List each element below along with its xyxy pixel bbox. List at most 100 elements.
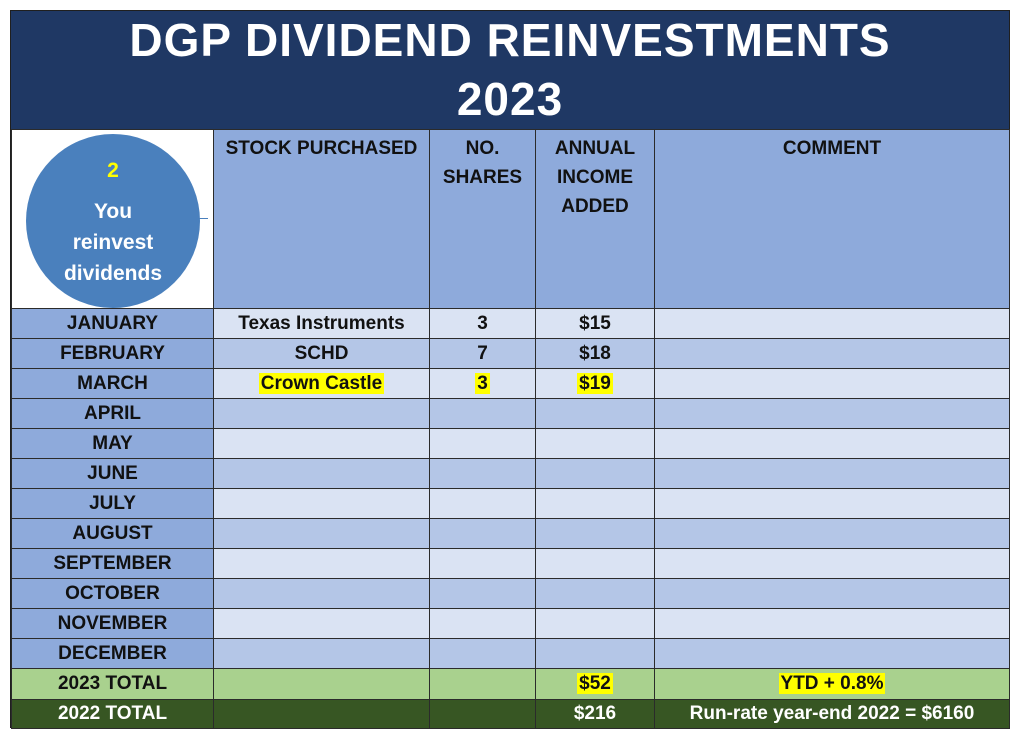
comment-cell[interactable] xyxy=(654,308,1010,339)
shares-cell[interactable]: 3 xyxy=(429,308,536,339)
shares-cell[interactable] xyxy=(429,608,536,639)
month-row-september: SEPTEMBER xyxy=(11,548,1010,579)
month-row-october: OCTOBER xyxy=(11,578,1010,609)
total-2023-income: $52 xyxy=(577,673,613,694)
header-row: 2 You reinvest dividends STOCK PURCHASED… xyxy=(11,129,1010,309)
comment-cell[interactable] xyxy=(654,638,1010,669)
stock-cell[interactable] xyxy=(213,608,430,639)
month-row-november: NOVEMBER xyxy=(11,608,1010,639)
month-row-april: APRIL xyxy=(11,398,1010,429)
income-cell[interactable] xyxy=(535,428,655,459)
col-header-income-line-1: ANNUAL xyxy=(554,138,636,159)
comment-cell[interactable] xyxy=(654,608,1010,639)
month-row-june: JUNE xyxy=(11,458,1010,489)
total-2023-comment-cell[interactable]: YTD + 0.8% xyxy=(654,668,1010,700)
comment-cell[interactable] xyxy=(654,578,1010,609)
income-cell[interactable] xyxy=(535,548,655,579)
title-line-1: DGP DIVIDEND REINVESTMENTS xyxy=(129,14,891,66)
stock-cell[interactable] xyxy=(213,638,430,669)
shares-cell[interactable] xyxy=(429,518,536,549)
shares-cell[interactable] xyxy=(429,428,536,459)
month-row-may: MAY xyxy=(11,428,1010,459)
comment-cell[interactable] xyxy=(654,548,1010,579)
comment-cell[interactable] xyxy=(654,518,1010,549)
shares-cell[interactable]: 3 xyxy=(429,368,536,399)
month-label: JULY xyxy=(11,488,214,519)
shares-cell[interactable] xyxy=(429,398,536,429)
logo-text-line-3: dividends xyxy=(63,262,163,285)
income-cell[interactable] xyxy=(535,608,655,639)
shares-cell[interactable] xyxy=(429,548,536,579)
stock-cell[interactable] xyxy=(213,518,430,549)
income-cell[interactable]: $18 xyxy=(535,338,655,369)
title-line-2: 2023 xyxy=(456,73,564,125)
month-label: MARCH xyxy=(11,368,214,399)
comment-cell[interactable] xyxy=(654,458,1010,489)
col-header-stock[interactable]: STOCK PURCHASED xyxy=(213,129,430,309)
comment-cell[interactable] xyxy=(654,428,1010,459)
logo-number: 2 xyxy=(107,159,119,182)
shares-cell[interactable] xyxy=(429,638,536,669)
shares-cell[interactable] xyxy=(429,458,536,489)
col-header-shares[interactable]: NO. SHARES xyxy=(429,129,536,309)
comment-cell[interactable] xyxy=(654,338,1010,369)
highlighted-stock: Crown Castle xyxy=(258,372,385,394)
logo-text-line-1: You xyxy=(93,200,133,223)
income-cell[interactable] xyxy=(535,488,655,519)
month-row-december: DECEMBER xyxy=(11,638,1010,669)
total-2023-label: 2023 TOTAL xyxy=(11,668,214,700)
total-2023-income-cell[interactable]: $52 xyxy=(535,668,655,700)
stock-cell[interactable] xyxy=(213,548,430,579)
month-label: AUGUST xyxy=(11,518,214,549)
col-header-income[interactable]: ANNUAL INCOME ADDED xyxy=(535,129,655,309)
total-2022-comment-cell[interactable]: Run-rate year-end 2022 = $6160 xyxy=(654,699,1010,729)
stock-cell[interactable] xyxy=(213,578,430,609)
stock-cell[interactable] xyxy=(213,428,430,459)
total-2023-stock-cell[interactable] xyxy=(213,668,430,700)
income-cell[interactable]: $15 xyxy=(535,308,655,339)
stock-cell[interactable] xyxy=(213,458,430,489)
income-cell[interactable]: $19 xyxy=(535,368,655,399)
highlighted-shares: 3 xyxy=(475,372,490,394)
total-2023-comment: YTD + 0.8% xyxy=(778,673,886,694)
month-label: JUNE xyxy=(11,458,214,489)
month-label: NOVEMBER xyxy=(11,608,214,639)
income-cell[interactable] xyxy=(535,578,655,609)
col-header-income-line-3: ADDED xyxy=(561,196,629,217)
total-row-2022: 2022 TOTAL $216 Run-rate year-end 2022 =… xyxy=(11,699,1010,729)
comment-cell[interactable] xyxy=(654,398,1010,429)
month-row-january: JANUARY Texas Instruments 3 $15 xyxy=(11,308,1010,339)
stock-cell[interactable] xyxy=(213,488,430,519)
comment-cell[interactable] xyxy=(654,488,1010,519)
comment-cell[interactable] xyxy=(654,368,1010,399)
total-2022-shares-cell[interactable] xyxy=(429,699,536,729)
month-row-july: JULY xyxy=(11,488,1010,519)
stock-cell[interactable] xyxy=(213,398,430,429)
total-2022-stock-cell[interactable] xyxy=(213,699,430,729)
dividend-sheet: DGP DIVIDEND REINVESTMENTS 2023 2 You re… xyxy=(10,10,1010,729)
total-2023-shares-cell[interactable] xyxy=(429,668,536,700)
total-row-2023: 2023 TOTAL $52 YTD + 0.8% xyxy=(11,668,1010,700)
stock-cell[interactable]: Crown Castle xyxy=(213,368,430,399)
month-row-february: FEBRUARY SCHD 7 $18 xyxy=(11,338,1010,369)
stock-cell[interactable]: SCHD xyxy=(213,338,430,369)
shares-cell[interactable] xyxy=(429,488,536,519)
income-cell[interactable] xyxy=(535,458,655,489)
shares-cell[interactable]: 7 xyxy=(429,338,536,369)
col-header-comment-label: COMMENT xyxy=(782,138,882,159)
income-cell[interactable] xyxy=(535,398,655,429)
income-cell[interactable] xyxy=(535,518,655,549)
month-row-august: AUGUST xyxy=(11,518,1010,549)
month-label: APRIL xyxy=(11,398,214,429)
income-cell[interactable] xyxy=(535,638,655,669)
logo-text-line-2: reinvest xyxy=(72,231,154,254)
col-header-comment[interactable]: COMMENT xyxy=(654,129,1010,309)
col-header-income-line-2: INCOME xyxy=(557,167,633,188)
stock-cell[interactable]: Texas Instruments xyxy=(213,308,430,339)
month-label: OCTOBER xyxy=(11,578,214,609)
month-label: SEPTEMBER xyxy=(11,548,214,579)
shares-cell[interactable] xyxy=(429,578,536,609)
total-2022-label: 2022 TOTAL xyxy=(11,699,214,729)
total-2022-income-cell[interactable]: $216 xyxy=(535,699,655,729)
col-header-shares-line-2: SHARES xyxy=(442,167,523,188)
